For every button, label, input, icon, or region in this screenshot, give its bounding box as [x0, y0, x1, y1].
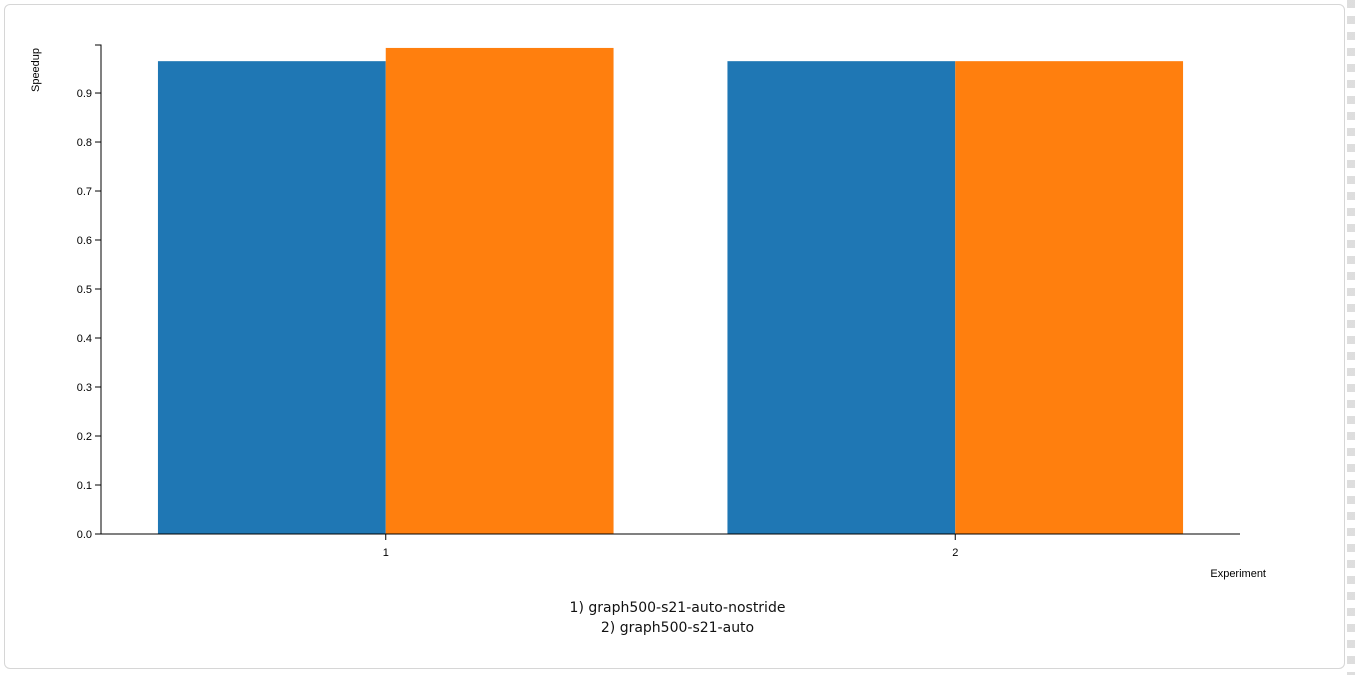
y-tick-label: 0.2 [77, 431, 92, 443]
legend-line-1: 1) graph500-s21-auto-nostride [569, 600, 786, 616]
bars-group [157, 47, 1184, 534]
y-tick-label: 0.6 [77, 235, 92, 247]
y-tick-label: 0.0 [77, 529, 92, 541]
x-tick-label: 2 [952, 547, 958, 559]
y-tick-label: 0.5 [77, 284, 92, 296]
x-axis-label: Experiment [1210, 568, 1266, 580]
y-tick-label: 0.3 [77, 382, 92, 394]
y-tick-label: 0.4 [77, 333, 92, 345]
bar-1-series-1 [157, 61, 386, 534]
y-tick-label: 0.8 [77, 137, 92, 149]
x-tick-label: 1 [383, 547, 389, 559]
bar-2-series-1 [727, 61, 956, 534]
y-tick-label: 0.7 [77, 186, 92, 198]
y-axis-label: Speedup [30, 48, 42, 92]
bar-1-series-2 [385, 47, 614, 534]
bar-2-series-2 [955, 61, 1184, 534]
page-edge [1347, 0, 1355, 675]
y-axis: 0.0 0.1 0.2 0.3 0.4 0.5 0.6 0.7 0.8 0.9 [77, 44, 102, 541]
legend-line-2: 2) graph500-s21-auto [600, 620, 755, 636]
y-tick-label: 0.9 [77, 88, 92, 100]
experiment-legend: 1) graph500-s21-auto-nostride 2) graph50… [0, 598, 1355, 638]
y-tick-label: 0.1 [77, 480, 92, 492]
